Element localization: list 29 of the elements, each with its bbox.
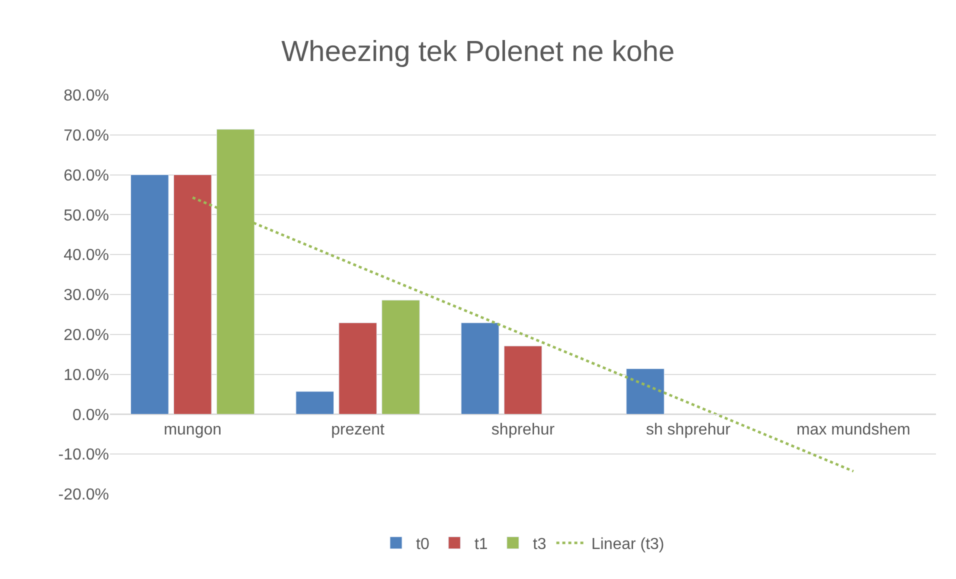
- y-tick-label: -20.0%: [58, 486, 109, 504]
- y-tick-label: 30.0%: [64, 287, 109, 304]
- bar: [296, 391, 334, 414]
- y-tick-label: 70.0%: [64, 128, 109, 144]
- y-tick-label: 60.0%: [64, 167, 109, 184]
- bar: [173, 174, 212, 414]
- chart-title: Wheezing tek Polenet ne kohe: [281, 36, 675, 68]
- legend-label: t0: [416, 536, 430, 554]
- bar: [626, 368, 664, 414]
- x-tick-label: prezent: [331, 421, 386, 438]
- bar: [338, 322, 377, 414]
- x-tick-label: mungon: [164, 421, 222, 438]
- y-tick-label: 50.0%: [64, 207, 109, 224]
- bar: [504, 346, 542, 414]
- legend-label: t1: [474, 536, 488, 554]
- legend-label: t3: [532, 536, 546, 554]
- y-tick-label: 20.0%: [64, 327, 109, 344]
- bar: [130, 174, 169, 414]
- bar: [460, 322, 500, 414]
- x-tick-label: sh shprehur: [646, 421, 732, 438]
- y-tick-label: 80.0%: [64, 88, 109, 105]
- x-tick-label: max mundshem: [796, 421, 910, 438]
- x-tick-label: shprehur: [491, 421, 556, 438]
- legend-label: Linear (t3): [591, 536, 664, 554]
- y-tick-label: 10.0%: [64, 366, 109, 384]
- y-tick-label: -10.0%: [58, 446, 109, 464]
- y-tick-label: 40.0%: [64, 247, 109, 264]
- y-tick-label: 0.0%: [72, 406, 109, 424]
- bar: [382, 300, 420, 414]
